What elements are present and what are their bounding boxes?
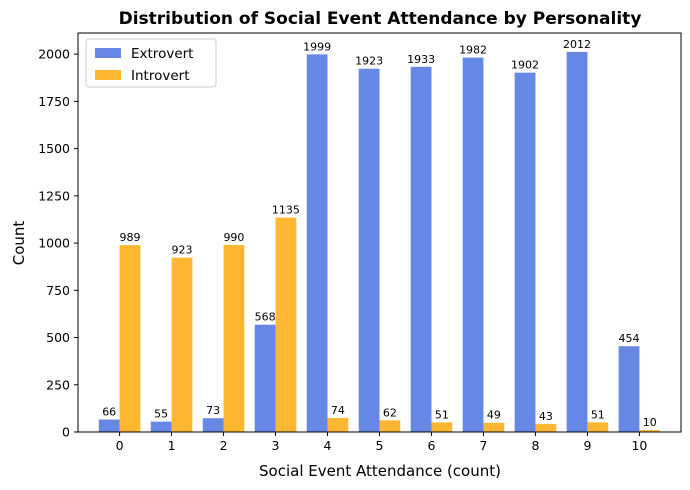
- legend: Extrovert Introvert: [85, 38, 217, 88]
- bar-introvert-5: [379, 420, 401, 432]
- bar-introvert-0: [119, 245, 141, 432]
- data-label-extrovert-6: 1933: [407, 53, 435, 66]
- data-label-extrovert-7: 1982: [459, 44, 487, 57]
- bar-extrovert-2: [202, 418, 224, 432]
- data-label-introvert-6: 51: [435, 408, 449, 421]
- bar-extrovert-0: [98, 419, 120, 432]
- bar-extrovert-5: [358, 68, 380, 432]
- legend-label-extrovert: Extrovert: [131, 46, 193, 62]
- bar-extrovert-1: [150, 421, 172, 432]
- bar-introvert-8: [535, 423, 557, 432]
- bar-extrovert-10: [618, 346, 640, 432]
- data-label-extrovert-2: 73: [206, 404, 220, 417]
- bar-extrovert-9: [566, 51, 588, 433]
- y-tick-label-1500: 1500: [38, 141, 70, 156]
- y-axis-label: Count: [10, 221, 28, 266]
- x-tick-label-4: 4: [324, 438, 332, 453]
- data-label-introvert-0: 989: [119, 231, 140, 244]
- data-label-introvert-9: 51: [591, 408, 605, 421]
- x-tick-label-6: 6: [428, 438, 436, 453]
- bar-introvert-1: [171, 257, 193, 432]
- data-label-introvert-1: 923: [171, 244, 192, 257]
- x-tick-label-2: 2: [220, 438, 228, 453]
- legend-swatch-introvert: [95, 70, 121, 80]
- data-label-introvert-3: 1135: [272, 204, 300, 217]
- data-label-extrovert-10: 454: [619, 332, 640, 345]
- data-label-extrovert-3: 568: [255, 311, 276, 324]
- y-tick-label-1000: 1000: [38, 236, 70, 251]
- y-tick-label-250: 250: [46, 377, 70, 392]
- data-label-introvert-2: 990: [223, 231, 244, 244]
- bar-extrovert-4: [306, 54, 328, 432]
- data-label-introvert-8: 43: [539, 410, 553, 423]
- x-tick-label-5: 5: [376, 438, 384, 453]
- bar-introvert-9: [587, 422, 609, 432]
- x-tick-label-10: 10: [631, 438, 647, 453]
- bar-introvert-3: [275, 217, 297, 432]
- data-label-extrovert-0: 66: [102, 406, 116, 419]
- data-label-extrovert-8: 1902: [511, 59, 539, 72]
- x-tick-label-9: 9: [583, 438, 591, 453]
- data-label-extrovert-5: 1923: [355, 55, 383, 68]
- legend-label-introvert: Introvert: [131, 68, 189, 84]
- y-tick-label-0: 0: [62, 425, 70, 440]
- bar-extrovert-3: [254, 324, 276, 432]
- x-tick-label-8: 8: [531, 438, 539, 453]
- y-tick-label-750: 750: [46, 283, 70, 298]
- y-tick-label-1250: 1250: [38, 188, 70, 203]
- y-tick-label-1750: 1750: [38, 94, 70, 109]
- bar-extrovert-6: [410, 66, 432, 432]
- x-tick-label-1: 1: [168, 438, 176, 453]
- data-label-introvert-4: 74: [331, 404, 345, 417]
- data-label-introvert-10: 10: [643, 416, 657, 429]
- x-tick-label-3: 3: [272, 438, 280, 453]
- y-tick-label-2000: 2000: [38, 47, 70, 62]
- chart-title: Distribution of Social Event Attendance …: [119, 9, 642, 29]
- bar-introvert-6: [431, 422, 453, 432]
- legend-swatch-extrovert: [95, 48, 121, 58]
- bar-introvert-10: [639, 430, 661, 432]
- x-tick-label-7: 7: [479, 438, 487, 453]
- data-label-introvert-7: 49: [487, 409, 501, 422]
- x-axis-label: Social Event Attendance (count): [259, 462, 501, 480]
- y-tick-label-500: 500: [46, 330, 70, 345]
- bar-introvert-4: [327, 418, 349, 432]
- data-label-extrovert-4: 1999: [303, 40, 331, 53]
- bar-extrovert-8: [514, 72, 536, 433]
- x-tick-label-0: 0: [116, 438, 124, 453]
- data-label-introvert-5: 62: [383, 406, 397, 419]
- bar-introvert-7: [483, 422, 505, 432]
- data-label-extrovert-1: 55: [154, 408, 168, 421]
- data-label-extrovert-9: 2012: [563, 38, 591, 51]
- bar-introvert-2: [223, 244, 245, 432]
- bar-extrovert-7: [462, 57, 484, 432]
